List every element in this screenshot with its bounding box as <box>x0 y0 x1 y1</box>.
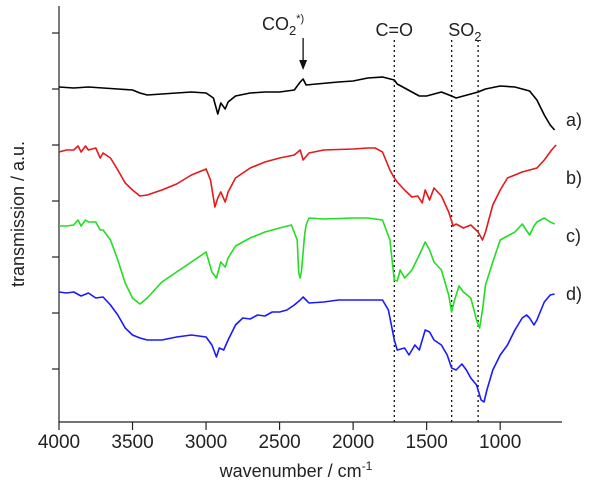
y-axis-ticks <box>52 32 59 370</box>
x-axis-title-main: wavenumber / cm <box>219 461 362 481</box>
curve-label-c: c) <box>566 226 581 246</box>
curve-label-d: d) <box>566 284 582 304</box>
series-line-b <box>58 144 557 241</box>
annotation-carbonyl: C=O <box>376 20 414 40</box>
x-axis-title: wavenumber / cm-1 <box>219 459 373 481</box>
x-tick-label: 1000 <box>479 432 521 453</box>
series-line-c <box>59 217 555 329</box>
curve-label-a: a) <box>566 110 582 130</box>
x-tick-label: 4000 <box>38 432 80 453</box>
x-tick-label: 3000 <box>185 432 227 453</box>
x-axis-title-sup: -1 <box>362 459 373 473</box>
co2-arrow-head <box>299 60 308 70</box>
y-axis-title: transmission / a.u. <box>8 141 28 287</box>
series-layer <box>58 76 557 403</box>
annotations: CO2*) C=O SO2 <box>262 13 482 70</box>
series-line-d <box>58 291 555 403</box>
reference-lines <box>393 40 479 422</box>
x-tick-label: 2500 <box>258 432 300 453</box>
curve-labels: a) b) c) d) <box>566 110 582 304</box>
annotation-so2: SO2 <box>448 20 481 44</box>
x-axis-ticks: 4000 3500 3000 2500 2000 1500 1000 <box>38 422 521 453</box>
plot-frame <box>58 6 562 423</box>
x-tick-label: 3500 <box>111 432 153 453</box>
x-tick-label: 2000 <box>332 432 374 453</box>
annotation-co2: CO2*) <box>262 13 304 38</box>
curve-label-b: b) <box>566 168 582 188</box>
x-tick-label: 1500 <box>406 432 448 453</box>
series-line-a <box>58 76 556 131</box>
